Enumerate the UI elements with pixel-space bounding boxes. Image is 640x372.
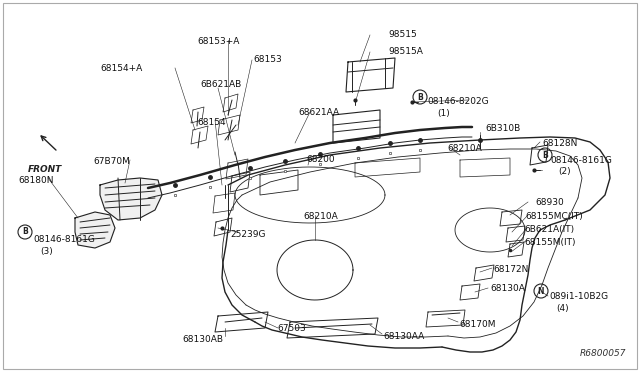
Text: 68153: 68153 xyxy=(253,55,282,64)
Polygon shape xyxy=(100,178,162,220)
Text: 68155M(IT): 68155M(IT) xyxy=(524,238,575,247)
Text: R6800057: R6800057 xyxy=(579,349,626,358)
Text: 68154: 68154 xyxy=(197,118,226,127)
Text: 68930: 68930 xyxy=(535,198,564,207)
Text: N: N xyxy=(538,286,544,295)
Text: 08146-8161G: 08146-8161G xyxy=(550,156,612,165)
Text: FRONT: FRONT xyxy=(28,165,62,174)
Text: 089i1-10B2G: 089i1-10B2G xyxy=(549,292,608,301)
Text: (3): (3) xyxy=(40,247,52,256)
Text: B: B xyxy=(22,228,28,237)
Text: 6B621A(IT): 6B621A(IT) xyxy=(524,225,574,234)
Text: 98515: 98515 xyxy=(388,30,417,39)
Text: 6B621AB: 6B621AB xyxy=(200,80,241,89)
Text: 68153+A: 68153+A xyxy=(197,37,239,46)
Text: 67503: 67503 xyxy=(277,324,306,333)
Text: 68154+A: 68154+A xyxy=(100,64,142,73)
Text: B: B xyxy=(542,151,548,160)
Polygon shape xyxy=(75,212,115,248)
Text: 68200: 68200 xyxy=(306,155,335,164)
Text: 68155MC(IT): 68155MC(IT) xyxy=(525,212,583,221)
Text: 67B70M: 67B70M xyxy=(93,157,130,166)
Text: 68130AB: 68130AB xyxy=(182,335,223,344)
Text: 68621AA: 68621AA xyxy=(298,108,339,117)
Text: 68130AA: 68130AA xyxy=(383,332,424,341)
Text: 98515A: 98515A xyxy=(388,47,423,56)
Text: (4): (4) xyxy=(556,304,568,313)
Text: 68210A: 68210A xyxy=(447,144,482,153)
Text: 08146-8202G: 08146-8202G xyxy=(427,97,488,106)
Text: 08146-8161G: 08146-8161G xyxy=(33,235,95,244)
Text: 68210A: 68210A xyxy=(303,212,338,221)
Text: 25239G: 25239G xyxy=(230,230,266,239)
Text: 68130A: 68130A xyxy=(490,284,525,293)
Text: 68180N: 68180N xyxy=(18,176,54,185)
Text: 6B310B: 6B310B xyxy=(485,124,520,133)
Text: 68170M: 68170M xyxy=(459,320,495,329)
Text: (2): (2) xyxy=(558,167,571,176)
Text: (1): (1) xyxy=(437,109,450,118)
Text: 68172N: 68172N xyxy=(493,265,529,274)
Text: 68128N: 68128N xyxy=(542,139,577,148)
Text: B: B xyxy=(417,93,423,102)
